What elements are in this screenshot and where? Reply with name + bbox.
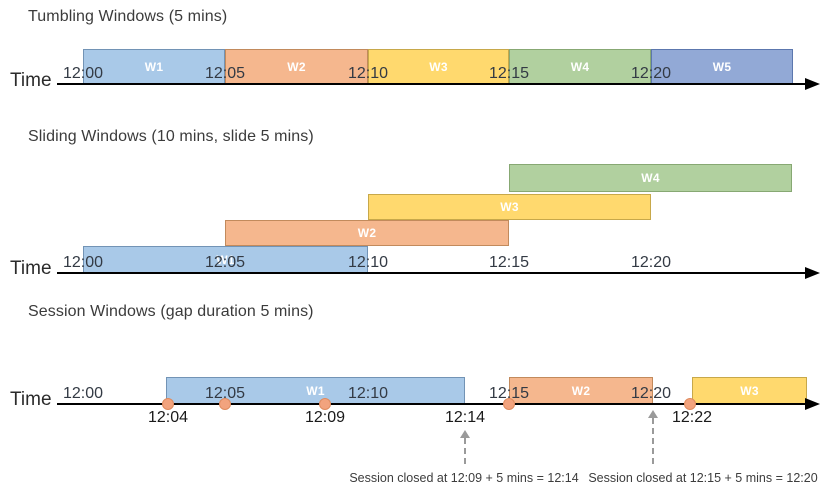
session-tick-1220: 12:20 xyxy=(630,385,672,402)
sliding-time-axis xyxy=(57,272,806,274)
session-time-axis xyxy=(57,403,806,405)
window-label: W2 xyxy=(571,383,591,398)
event-dot-1215 xyxy=(503,398,515,410)
event-label-1204: 12:04 xyxy=(147,409,189,426)
window-label: W3 xyxy=(429,59,448,74)
sliding-window-w2: W2 xyxy=(225,220,509,246)
event-label-1222: 12:22 xyxy=(671,409,713,426)
window-label: W2 xyxy=(287,59,306,74)
event-label-1209: 12:09 xyxy=(304,409,346,426)
window-label: W5 xyxy=(712,59,732,74)
sliding-tick-1215: 12:15 xyxy=(488,254,530,271)
tumbling-window-w5: W5 xyxy=(651,49,793,84)
event-dot-1222 xyxy=(684,398,696,410)
window-label: W1 xyxy=(306,383,325,398)
dashed-arrowhead-icon xyxy=(648,410,658,418)
session-closed-note-2: Session closed at 12:15 + 5 mins = 12:20 xyxy=(588,471,818,485)
sliding-tick-1205: 12:05 xyxy=(204,254,246,271)
window-label: W2 xyxy=(357,226,377,240)
tumbling-tick-1215: 12:15 xyxy=(488,65,530,82)
tumbling-time-axis-label: Time xyxy=(10,70,52,91)
sliding-window-w1: W1 xyxy=(83,246,368,273)
sliding-window-w3: W3 xyxy=(368,194,651,220)
sliding-time-axis-label: Time xyxy=(10,258,52,279)
tumbling-window-w2: W2 xyxy=(225,49,368,84)
tumbling-axis-arrowhead-icon xyxy=(805,78,820,90)
dashed-arrow-line-2 xyxy=(652,418,654,464)
window-label: W4 xyxy=(641,171,660,185)
sliding-tick-1220: 12:20 xyxy=(630,254,672,271)
sliding-axis-arrowhead-icon xyxy=(805,267,820,279)
session-time-axis-label: Time xyxy=(10,389,52,410)
tumbling-tick-1220: 12:20 xyxy=(630,65,672,82)
sliding-tick-1200: 12:00 xyxy=(62,254,104,271)
tumbling-time-axis xyxy=(57,83,806,85)
tumbling-window-w1: W1 xyxy=(83,49,225,84)
window-label: W1 xyxy=(216,252,235,267)
dashed-arrowhead-icon xyxy=(460,430,470,438)
tumbling-window-w4: W4 xyxy=(509,49,651,84)
sliding-window-w4: W4 xyxy=(509,164,792,192)
tumbling-title: Tumbling Windows (5 mins) xyxy=(28,8,228,25)
event-label-1214: 12:14 xyxy=(444,409,486,426)
session-title: Session Windows (gap duration 5 mins) xyxy=(28,303,314,320)
window-label: W4 xyxy=(570,59,590,74)
session-window-w2: W2 xyxy=(509,377,653,404)
window-label: W3 xyxy=(740,383,759,398)
session-tick-1200: 12:00 xyxy=(62,385,104,402)
window-label: W1 xyxy=(144,59,164,74)
session-window-w3: W3 xyxy=(692,377,807,404)
window-label: W3 xyxy=(500,200,519,214)
session-axis-arrowhead-icon xyxy=(805,398,820,410)
tumbling-tick-1200: 12:00 xyxy=(62,65,104,82)
session-tick-1210: 12:10 xyxy=(347,385,389,402)
tumbling-tick-1205: 12:05 xyxy=(204,65,246,82)
event-dot-1204 xyxy=(162,398,174,410)
tumbling-window-w3: W3 xyxy=(368,49,509,84)
session-tick-1205: 12:05 xyxy=(204,385,246,402)
session-tick-1215: 12:15 xyxy=(488,385,530,402)
sliding-tick-1210: 12:10 xyxy=(347,254,389,271)
dashed-arrow-line-1 xyxy=(464,438,466,464)
event-dot-1205 xyxy=(219,398,231,410)
event-dot-1209 xyxy=(319,398,331,410)
sliding-title: Sliding Windows (10 mins, slide 5 mins) xyxy=(28,128,314,145)
tumbling-tick-1210: 12:10 xyxy=(347,65,389,82)
session-closed-note-1: Session closed at 12:09 + 5 mins = 12:14 xyxy=(349,471,579,485)
